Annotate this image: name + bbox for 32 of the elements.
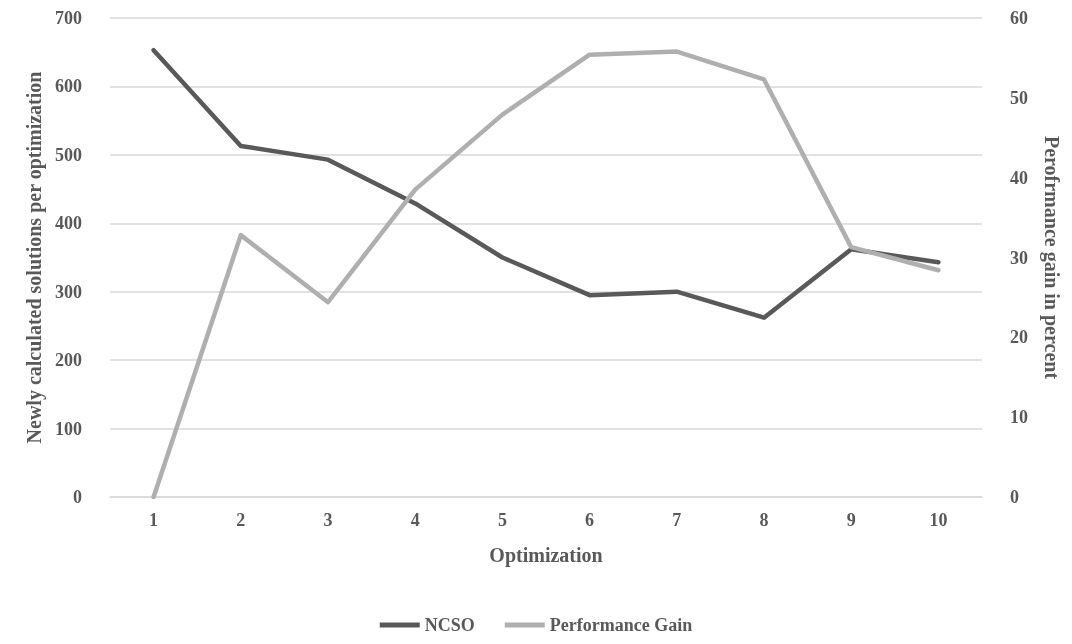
x-tick-label: 10 [929, 510, 948, 530]
y-tick-label: 300 [55, 281, 82, 302]
y-tick-label: 200 [55, 350, 82, 371]
y-tick-label: 700 [55, 8, 82, 28]
y2-tick-label: 30 [1010, 247, 1028, 268]
y-tick-label: 500 [55, 144, 82, 165]
x-tick-label: 7 [672, 510, 682, 530]
x-tick-label: 3 [323, 510, 333, 530]
x-tick-label: 4 [410, 510, 420, 530]
legend-label: Performance Gain [549, 615, 693, 635]
y2-tick-label: 0 [1010, 487, 1019, 507]
line-series [151, 49, 941, 500]
x-tick-label: 9 [846, 510, 856, 530]
y-tick-label: 100 [55, 418, 82, 439]
y2-axis-title: Perofrmance gain in percent [1040, 135, 1063, 380]
x-tick-label: 6 [585, 510, 595, 530]
y2-tick-label: 40 [1010, 167, 1028, 188]
y-axis-title: Newly calculated solutions per optimization [23, 71, 47, 444]
x-axis-title: Optimization [489, 544, 603, 567]
x-tick-label: 2 [236, 510, 246, 530]
y-tick-label: 600 [55, 76, 82, 97]
x-tick-label: 5 [497, 510, 507, 530]
y2-tick-label: 50 [1010, 87, 1028, 108]
y2-tick-label: 20 [1010, 327, 1028, 348]
y-tick-label: 400 [55, 213, 82, 234]
legend-label: NCSO [424, 615, 475, 635]
y2-tick-label: 10 [1010, 407, 1028, 428]
y-tick-label: 0 [73, 487, 82, 507]
x-tick-label: 1 [149, 510, 159, 530]
x-tick-label: 8 [759, 510, 769, 530]
line-series [151, 47, 941, 320]
y2-tick-label: 60 [1010, 8, 1028, 28]
